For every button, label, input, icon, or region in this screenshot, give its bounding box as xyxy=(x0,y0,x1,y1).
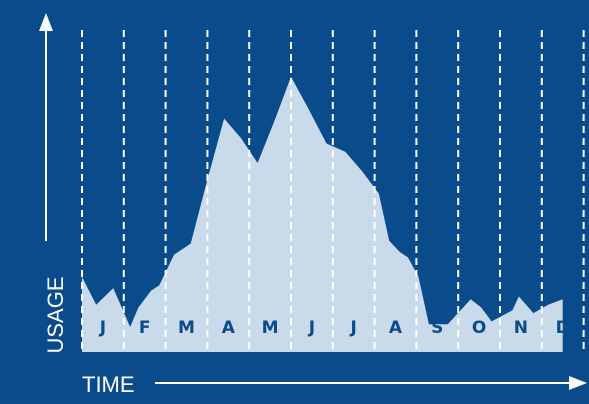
month-label-6: J xyxy=(350,318,357,338)
month-gridlines xyxy=(81,30,585,352)
month-label-10: N xyxy=(514,318,528,338)
month-label-0: J xyxy=(99,318,106,338)
month-label-8: S xyxy=(431,318,443,338)
x-axis-arrow-icon xyxy=(569,376,587,390)
y-axis-arrow-icon xyxy=(39,13,53,31)
month-label-4: M xyxy=(262,318,279,338)
y-axis-label: USAGE xyxy=(43,276,68,353)
month-label-1: F xyxy=(139,318,151,338)
month-label-7: A xyxy=(389,318,403,338)
month-label-11: D xyxy=(556,318,570,338)
month-label-3: A xyxy=(222,318,236,338)
month-label-2: M xyxy=(178,318,195,338)
month-label-9: O xyxy=(472,318,486,338)
month-label-5: J xyxy=(308,318,315,338)
x-axis-label: TIME xyxy=(82,372,135,397)
usage-area xyxy=(82,76,563,353)
